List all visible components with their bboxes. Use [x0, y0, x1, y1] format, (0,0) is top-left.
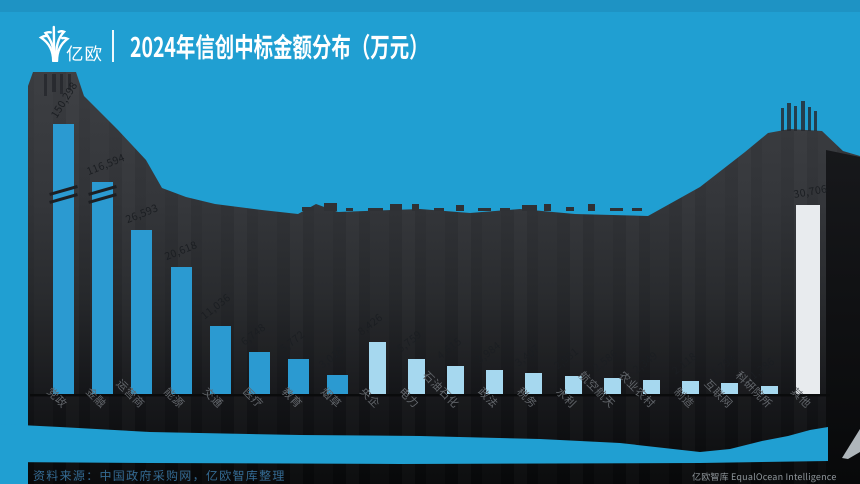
credit-note: 亿欧智库 EqualOcean Intelligence [692, 470, 837, 483]
backdrop-teeth-texture [302, 203, 642, 211]
bar [249, 352, 270, 394]
bar [564, 376, 582, 394]
bar [53, 124, 74, 394]
right-dark-column [826, 150, 860, 484]
bottom-blue-band [0, 424, 828, 464]
source-note: 资料来源：中国政府采购网，亿欧智库整理 [33, 467, 286, 484]
bar [603, 378, 621, 394]
bar [368, 342, 386, 394]
bar [796, 204, 821, 394]
bar [643, 379, 660, 394]
bar [447, 365, 464, 394]
bar [170, 267, 192, 394]
bar [407, 358, 425, 394]
bar [209, 326, 231, 394]
bar [131, 230, 153, 395]
bar [486, 369, 504, 394]
header-divider [112, 30, 114, 62]
band-right-light-sliver [842, 429, 860, 459]
logo-text: 亿欧 [66, 41, 103, 66]
bar [92, 182, 114, 394]
top-edge-strip [0, 0, 860, 12]
bar [682, 381, 700, 394]
bar [288, 358, 310, 394]
yiou-logo-icon [38, 25, 70, 62]
bar [525, 373, 543, 394]
bar [721, 383, 739, 394]
page-title: 2024年信创中标金额分布（万元） [130, 26, 429, 65]
label-streaks-texture [44, 74, 817, 131]
bar [327, 375, 349, 394]
axis-baseline [30, 394, 830, 397]
bar [760, 385, 778, 394]
